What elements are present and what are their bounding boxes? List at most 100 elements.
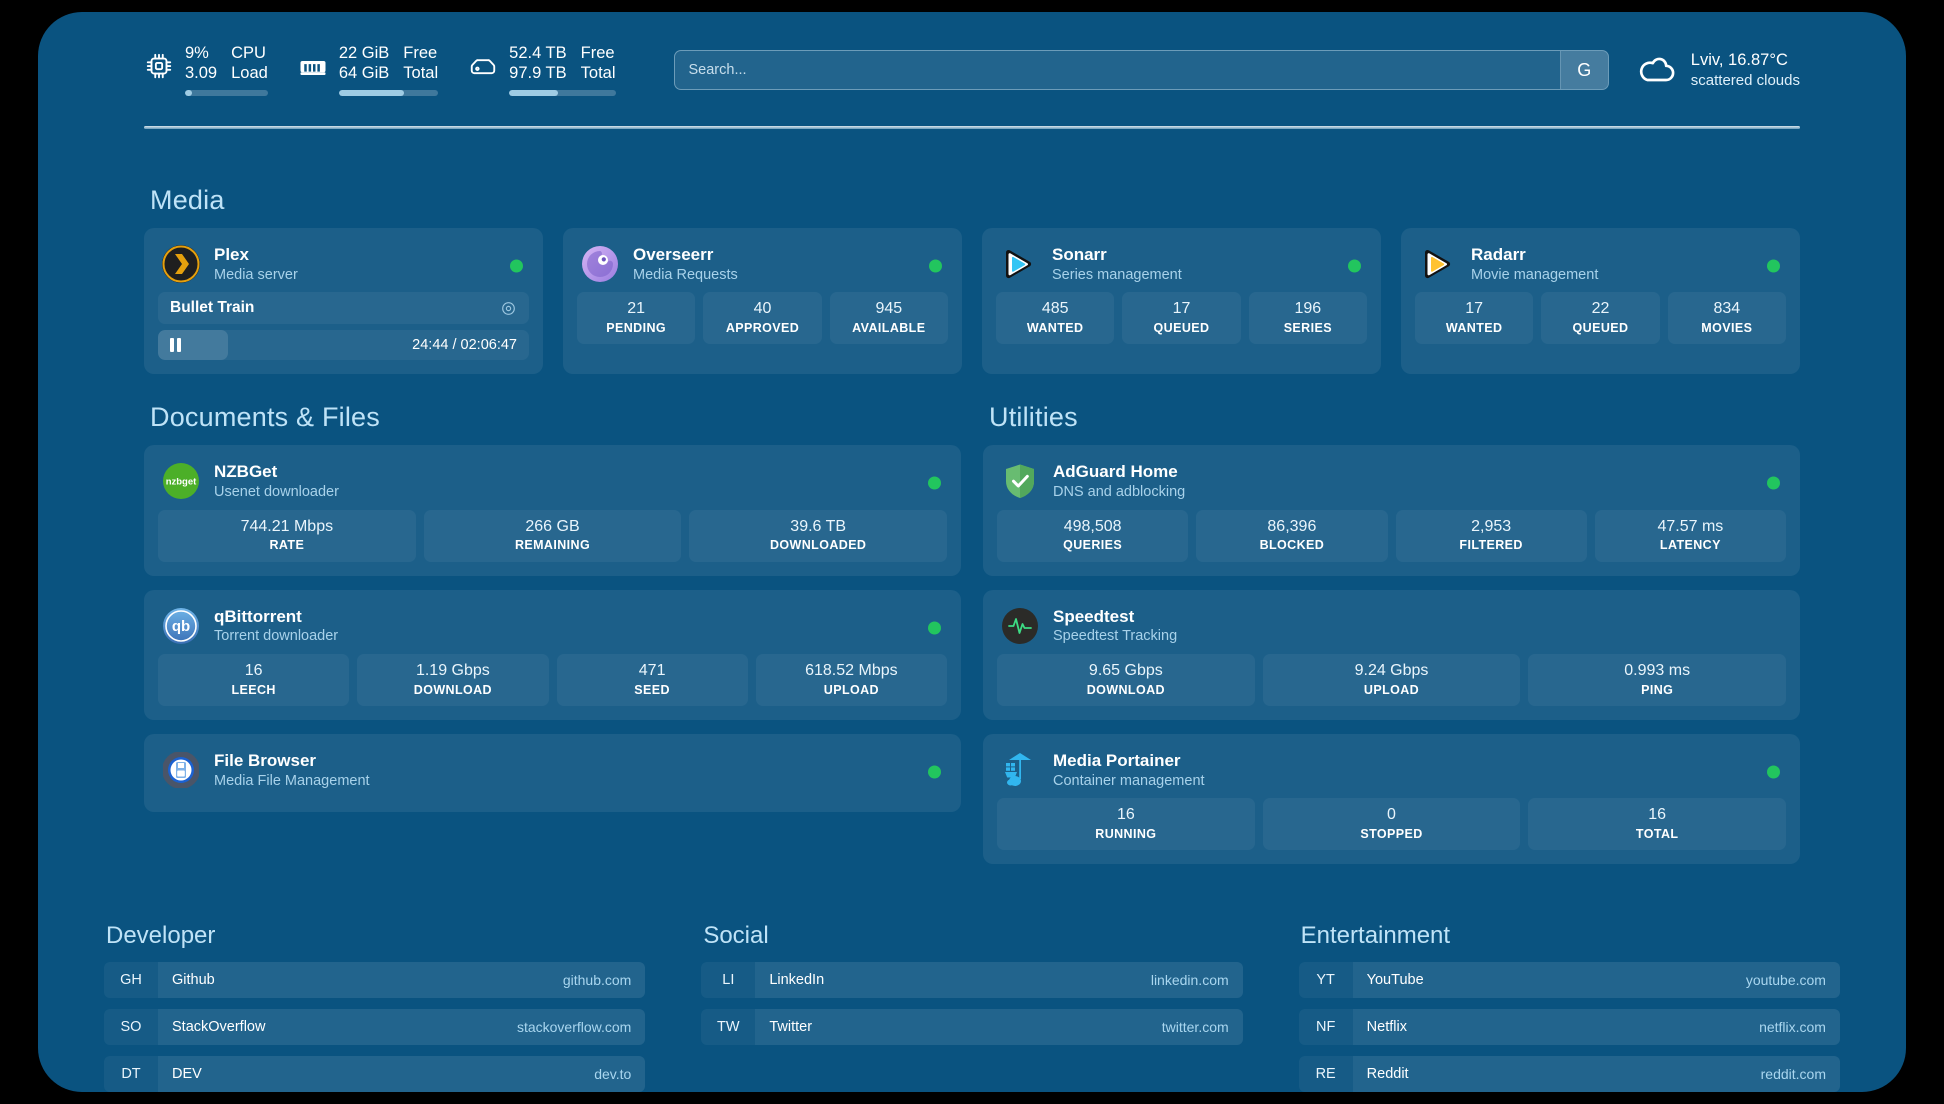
stat-block[interactable]: 39.6 TB DOWNLOADED (689, 509, 948, 562)
stat-block[interactable]: 22 QUEUED (1541, 292, 1660, 345)
bookmark-item[interactable]: SO StackOverflow stackoverflow.com (104, 1009, 646, 1046)
stat-block[interactable]: 744.21 Mbps RATE (158, 509, 416, 562)
service-stats: 9.65 Gbps DOWNLOAD 9.24 Gbps UPLOAD 0.993 ms… (997, 653, 1787, 706)
stat-block[interactable]: 17 QUEUED (1122, 292, 1241, 345)
service-card[interactable]: Plex Media server Bullet Train 24:44 / 02:0… (144, 228, 543, 375)
service-name: Media Portainer (1053, 750, 1181, 770)
stat-block[interactable]: 16 TOTAL (1528, 798, 1787, 851)
bookmark-url: reddit.com (1760, 1066, 1826, 1083)
service-card[interactable]: nzbget NZBGet Usenet downloader 744.21 Mbps… (144, 445, 961, 576)
service-header[interactable]: nzbget NZBGet Usenet downloader (158, 457, 947, 509)
stat-block[interactable]: 47.57 ms LATENCY (1594, 509, 1786, 562)
stat-block[interactable]: 498,508 QUERIES (997, 509, 1189, 562)
stat-label: RUNNING (1095, 827, 1157, 842)
bookmark-item[interactable]: NF Netflix netflix.com (1298, 1009, 1840, 1046)
stat-block[interactable]: 40 APPROVED (703, 292, 822, 345)
utilities-column: Utilities AdGuard Home DNS and adblocking… (983, 402, 1800, 865)
section-title-utilities: Utilities (989, 402, 1078, 433)
stat-block[interactable]: 834 MOVIES (1667, 292, 1786, 345)
service-header[interactable]: AdGuard Home DNS and adblocking (997, 457, 1786, 509)
service-header[interactable]: Sonarr Series management (996, 240, 1367, 292)
stat-block[interactable]: 471 SEED (556, 653, 748, 706)
stat-block[interactable]: 1.19 Gbps DOWNLOAD (357, 653, 549, 706)
dashboard-page: 9% 3.09 CPU Load 22 GiB 64 GiB Free Total 52.4 T… (38, 12, 1906, 1092)
playback-progress-bar[interactable]: 24:44 / 02:06:47 (158, 330, 529, 361)
bookmark-abbreviation: GH (104, 962, 158, 999)
bookmark-url: linkedin.com (1150, 972, 1229, 989)
bookmark-group-title: Developer (106, 922, 216, 950)
bookmark-item[interactable]: DT DEV dev.to (104, 1056, 646, 1092)
search-input[interactable] (674, 51, 1560, 89)
stat-block[interactable]: 266 GB REMAINING (423, 509, 682, 562)
stat-block[interactable]: 618.52 Mbps UPLOAD (755, 653, 947, 706)
service-card[interactable]: Overseerr Media Requests 21 PENDING 40 APPROV… (563, 228, 962, 375)
plex-logo (162, 245, 200, 284)
pause-icon[interactable] (170, 338, 181, 353)
service-header[interactable]: Speedtest Speedtest Tracking (997, 602, 1786, 654)
documents-column: Documents & Files nzbget NZBGet Usenet dow… (144, 402, 961, 864)
service-description: Container management (1053, 772, 1205, 789)
service-header[interactable]: File Browser Media File Management (158, 746, 947, 798)
stat-label: AVAILABLE (852, 321, 926, 336)
service-card[interactable]: Sonarr Series management 485 WANTED 17 QUEUED… (982, 228, 1381, 375)
weather-widget[interactable]: Lviv, 16.87°C scattered clouds (1637, 50, 1800, 91)
service-header[interactable]: Media Portainer Container management (997, 746, 1786, 798)
service-card[interactable]: AdGuard Home DNS and adblocking 498,508 QUE… (983, 445, 1800, 576)
stat-block[interactable]: 16 LEECH (158, 653, 350, 706)
search-engine-button[interactable]: G (1559, 51, 1608, 89)
resource-value-primary: 9% (185, 44, 209, 63)
stat-block[interactable]: 485 WANTED (996, 292, 1115, 345)
service-card[interactable]: File Browser Media File Management (144, 733, 961, 813)
stat-label: SEED (634, 682, 670, 697)
search-bar[interactable]: G (673, 50, 1609, 90)
gear-icon[interactable] (500, 300, 517, 317)
stat-block[interactable]: 196 SERIES (1248, 292, 1367, 345)
stat-block[interactable]: 86,396 BLOCKED (1196, 509, 1388, 562)
stat-block[interactable]: 0 STOPPED (1262, 798, 1521, 851)
bookmark-name: Twitter (769, 1019, 813, 1036)
stat-block[interactable]: 945 AVAILABLE (829, 292, 948, 345)
service-header[interactable]: Plex Media server (158, 240, 529, 292)
service-description: Speedtest Tracking (1053, 628, 1178, 645)
stat-block[interactable]: 0.993 ms PING (1528, 653, 1787, 706)
stat-value: 945 (875, 300, 903, 318)
resource-label-secondary: Total (580, 63, 616, 82)
bookmark-item[interactable]: YT YouTube youtube.com (1298, 962, 1840, 999)
resource-cpu: 9% 3.09 CPU Load (144, 44, 268, 96)
stat-block[interactable]: 2,953 FILTERED (1395, 509, 1587, 562)
bookmark-url: stackoverflow.com (516, 1019, 632, 1036)
service-header[interactable]: Radarr Movie management (1415, 240, 1786, 292)
stat-block[interactable]: 17 WANTED (1415, 292, 1534, 345)
stat-label: REMAINING (514, 538, 591, 553)
bookmark-item[interactable]: RE Reddit reddit.com (1298, 1056, 1840, 1092)
stat-block[interactable]: 9.24 Gbps UPLOAD (1262, 653, 1521, 706)
service-name: Sonarr (1052, 245, 1107, 264)
stat-label: DOWNLOAD (413, 682, 492, 697)
resource-disk: 52.4 TB 97.9 TB Free Total (468, 44, 616, 96)
service-header[interactable]: qb qBittorrent Torrent downloader (158, 602, 947, 654)
service-description: DNS and adblocking (1053, 484, 1186, 501)
resource-value-primary: 52.4 TB (509, 44, 567, 63)
service-card[interactable]: qb qBittorrent Torrent downloader 16 LEECH 1.… (144, 589, 961, 720)
now-playing-bar[interactable]: Bullet Train (158, 292, 529, 325)
resource-progress-bar (338, 89, 439, 96)
stat-label: DOWNLOAD (1086, 682, 1165, 697)
service-name: Radarr (1471, 245, 1526, 264)
service-card[interactable]: Media Portainer Container management 16 RUN… (983, 733, 1800, 865)
bookmark-item[interactable]: GH Github github.com (104, 962, 646, 999)
stat-value: 834 (1713, 300, 1741, 318)
bookmark-item[interactable]: TW Twitter twitter.com (701, 1009, 1243, 1046)
service-card[interactable]: Speedtest Speedtest Tracking 9.65 Gbps DOWN… (983, 589, 1800, 720)
status-indicator (928, 765, 941, 779)
stat-block[interactable]: 9.65 Gbps DOWNLOAD (997, 653, 1255, 706)
service-name: NZBGet (214, 462, 278, 482)
utilities-card-stack: AdGuard Home DNS and adblocking 498,508 QUE… (983, 445, 1800, 865)
section-title-documents: Documents & Files (150, 402, 380, 433)
header-bar: 9% 3.09 CPU Load 22 GiB 64 GiB Free Total 52.4 T… (100, 38, 1844, 102)
service-header[interactable]: Overseerr Media Requests (577, 240, 948, 292)
stat-block[interactable]: 16 RUNNING (997, 798, 1255, 851)
playback-separator: / (452, 337, 457, 354)
bookmark-item[interactable]: LI LinkedIn linkedin.com (701, 962, 1243, 999)
stat-block[interactable]: 21 PENDING (577, 292, 696, 345)
service-card[interactable]: Radarr Movie management 17 WANTED 22 QUEUED 83… (1401, 228, 1800, 375)
